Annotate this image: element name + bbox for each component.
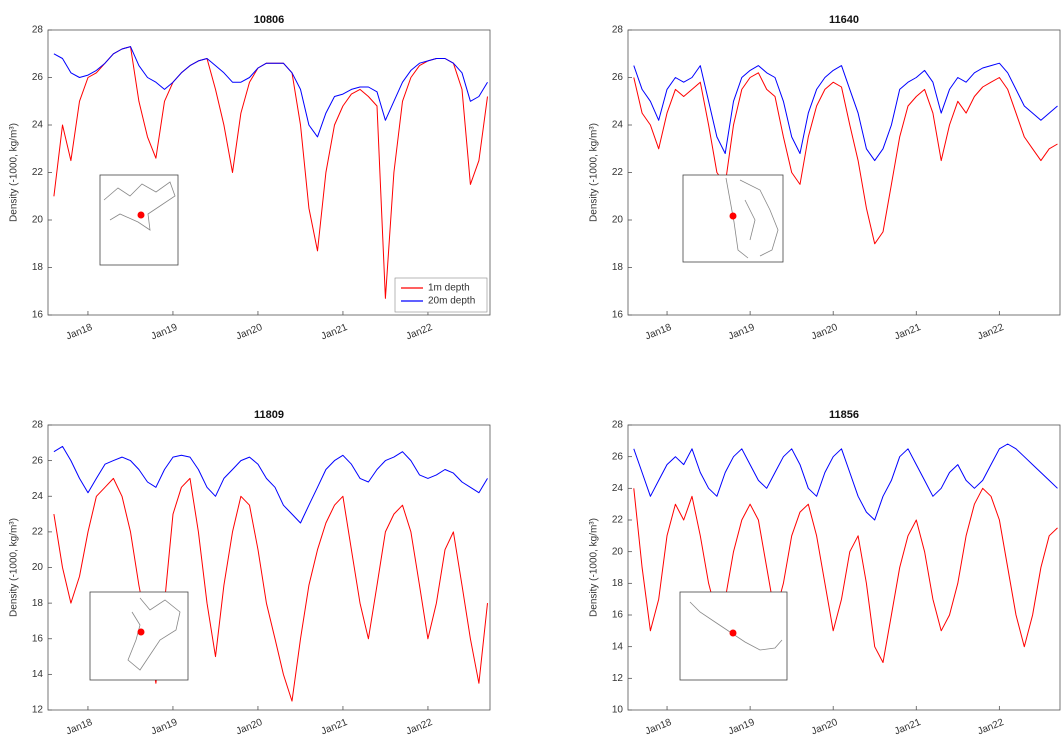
station-dot (729, 212, 737, 220)
y-tick-label: 16 (32, 633, 44, 644)
y-axis-label: Density (-1000, kg/m³) (9, 123, 20, 222)
y-tick-label: 14 (612, 641, 624, 652)
y-tick-label: 26 (32, 455, 44, 466)
x-tick-label: Jan22 (405, 717, 435, 738)
y-tick-label: 20 (612, 215, 624, 226)
plot-frame (47, 424, 491, 711)
series-line (53, 445, 488, 524)
x-tick-label: Jan18 (644, 717, 674, 738)
y-tick-label: 10 (612, 705, 624, 716)
x-tick-label: Jan21 (320, 322, 350, 343)
series-line (633, 72, 1058, 245)
series-line (633, 443, 1058, 521)
series-line (53, 477, 488, 702)
coastline (127, 597, 181, 671)
y-tick-label: 12 (612, 673, 624, 684)
x-tick-label: Jan19 (150, 717, 180, 738)
y-tick-label: 20 (32, 215, 44, 226)
y-axis-label: Density (-1000, kg/m³) (589, 123, 600, 222)
y-tick-label: 16 (612, 610, 624, 621)
y-tick-label: 16 (32, 310, 44, 321)
inset-map (89, 591, 189, 681)
legend-label: 20m depth (428, 296, 475, 307)
chart-title: 10806 (254, 14, 285, 26)
y-tick-label: 24 (612, 120, 624, 131)
y-tick-label: 12 (32, 705, 44, 716)
y-tick-label: 20 (612, 546, 624, 557)
y-tick-label: 22 (612, 515, 624, 526)
x-tick-label: Jan19 (727, 717, 757, 738)
y-tick-label: 26 (612, 451, 624, 462)
x-tick-label: Jan22 (976, 717, 1006, 738)
y-tick-label: 28 (32, 25, 44, 36)
y-tick-label: 22 (32, 527, 44, 538)
y-tick-label: 18 (32, 598, 44, 609)
inset-frame (99, 174, 179, 266)
x-tick-label: Jan22 (976, 322, 1006, 343)
x-tick-label: Jan21 (893, 322, 923, 343)
y-tick-label: 18 (32, 262, 44, 273)
plot-frame (627, 29, 1061, 316)
inset-map (99, 174, 179, 266)
plot-frame (47, 29, 491, 316)
inset-frame (89, 591, 189, 681)
y-tick-label: 18 (612, 578, 624, 589)
coastline (689, 601, 783, 651)
inset-map (679, 591, 788, 681)
y-tick-label: 22 (612, 167, 624, 178)
y-tick-label: 24 (612, 483, 624, 494)
y-tick-label: 28 (612, 25, 624, 36)
x-tick-label: Jan20 (235, 322, 265, 343)
x-tick-label: Jan19 (150, 322, 180, 343)
series-line (633, 487, 1058, 663)
x-tick-label: Jan20 (810, 717, 840, 738)
legend-label: 1m depth (428, 283, 470, 294)
x-tick-label: Jan19 (727, 322, 757, 343)
y-axis-label: Density (-1000, kg/m³) (9, 518, 20, 617)
inset-map (682, 174, 784, 263)
station-dot (729, 629, 737, 637)
x-tick-label: Jan20 (810, 322, 840, 343)
y-tick-label: 20 (32, 562, 44, 573)
coastline (725, 177, 779, 259)
coastline (103, 181, 176, 231)
y-tick-label: 28 (612, 420, 624, 431)
y-tick-label: 16 (612, 310, 624, 321)
plot-frame (627, 424, 1061, 711)
x-tick-label: Jan21 (320, 717, 350, 738)
y-axis-label: Density (-1000, kg/m³) (589, 518, 600, 617)
x-tick-label: Jan18 (65, 717, 95, 738)
x-tick-label: Jan18 (644, 322, 674, 343)
chart-title: 11640 (829, 14, 859, 26)
y-tick-label: 22 (32, 167, 44, 178)
x-tick-label: Jan22 (405, 322, 435, 343)
chart-title: 11809 (254, 409, 284, 421)
station-dot (137, 211, 145, 219)
chart-title: 11856 (829, 409, 859, 421)
x-tick-label: Jan20 (235, 717, 265, 738)
station-dot (137, 628, 145, 636)
y-tick-label: 26 (32, 72, 44, 83)
series-line (53, 46, 488, 138)
x-tick-label: Jan21 (893, 717, 923, 738)
y-tick-label: 14 (32, 669, 44, 680)
x-tick-label: Jan18 (65, 322, 95, 343)
y-tick-label: 24 (32, 120, 44, 131)
y-tick-label: 18 (612, 262, 624, 273)
series-line (633, 62, 1058, 162)
y-tick-label: 24 (32, 491, 44, 502)
y-tick-label: 26 (612, 72, 624, 83)
y-tick-label: 28 (32, 420, 44, 431)
legend-box (394, 277, 488, 313)
